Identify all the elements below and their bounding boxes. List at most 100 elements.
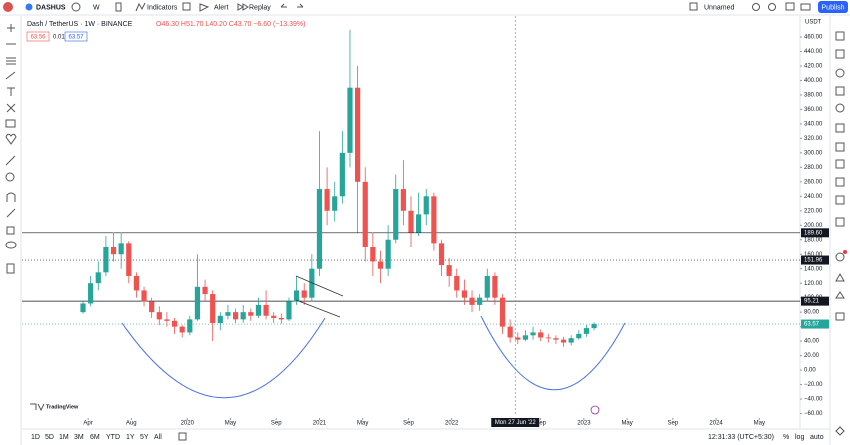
widget-bar[interactable] bbox=[835, 31, 845, 436]
candle-body bbox=[126, 243, 132, 276]
log-toggle[interactable]: log bbox=[795, 434, 804, 441]
range-button[interactable]: YTD bbox=[106, 434, 120, 441]
y-tick-label: 40.00 bbox=[804, 339, 820, 345]
publish-label[interactable]: Publish bbox=[822, 4, 845, 11]
date-range-icon[interactable] bbox=[178, 432, 187, 441]
y-tick-label: 240.00 bbox=[804, 194, 823, 200]
candle-body bbox=[477, 297, 483, 305]
symbol[interactable]: DASHUS bbox=[36, 4, 66, 11]
auto-toggle[interactable]: auto bbox=[810, 434, 824, 441]
ask-box[interactable] bbox=[64, 31, 88, 42]
candle-body bbox=[507, 326, 513, 338]
range-button[interactable]: 6M bbox=[90, 434, 100, 441]
candle-body bbox=[324, 189, 330, 211]
candle-body bbox=[248, 312, 254, 316]
fullscreen[interactable] bbox=[785, 2, 795, 11]
candle-body bbox=[194, 286, 201, 320]
candle-body bbox=[362, 181, 368, 247]
candle-body bbox=[408, 210, 414, 233]
price-badge-label: 63.57 bbox=[804, 322, 820, 328]
arc-drawing[interactable] bbox=[121, 317, 326, 399]
settings[interactable] bbox=[768, 3, 776, 11]
y-tick-label: 260.00 bbox=[804, 179, 823, 185]
logo-mark bbox=[30, 403, 45, 412]
candle-body bbox=[217, 315, 223, 324]
toolbar-button[interactable]: Alert bbox=[214, 4, 228, 11]
y-tick-label: 320.00 bbox=[804, 136, 823, 142]
x-tick-label: 2020 bbox=[181, 421, 195, 427]
x-tick-label: Aug bbox=[126, 421, 137, 427]
spread: 0.01 bbox=[53, 35, 65, 41]
crosshair-label: Mon 27 Jun '22 bbox=[495, 420, 537, 426]
candle-body bbox=[484, 275, 490, 298]
ask[interactable]: 63.57 bbox=[68, 35, 84, 41]
y-tick-label: 420.00 bbox=[804, 64, 823, 70]
y-tick-label: −20.00 bbox=[804, 382, 823, 388]
candle-body bbox=[232, 312, 239, 320]
bid[interactable]: 63.56 bbox=[30, 35, 46, 41]
candle-body bbox=[210, 294, 216, 324]
percent-toggle[interactable]: % bbox=[783, 434, 789, 441]
candle-body bbox=[538, 332, 544, 338]
range-button[interactable]: All bbox=[154, 434, 162, 441]
candle-body bbox=[377, 261, 384, 269]
candle-body bbox=[553, 338, 559, 340]
price-badge-label: 95.21 bbox=[804, 299, 820, 305]
candle-body bbox=[293, 290, 300, 302]
x-tick-label: 2023 bbox=[577, 421, 591, 427]
avatar[interactable] bbox=[3, 2, 13, 12]
x-tick-label: Sep bbox=[535, 421, 546, 427]
indicators-icon[interactable] bbox=[135, 2, 146, 12]
toolbar-button[interactable]: Indicators bbox=[147, 4, 178, 11]
range-button[interactable]: 1Y bbox=[126, 434, 135, 441]
alert-icon[interactable] bbox=[199, 3, 210, 12]
toolbar-button[interactable]: Replay bbox=[249, 4, 271, 11]
event-marker[interactable] bbox=[590, 405, 600, 415]
trend-line[interactable] bbox=[295, 299, 341, 318]
redo[interactable] bbox=[297, 3, 304, 8]
candle-body bbox=[95, 272, 101, 284]
undo[interactable] bbox=[280, 3, 287, 8]
price-badge bbox=[801, 228, 829, 238]
add-symbol[interactable] bbox=[71, 2, 81, 12]
range-button[interactable]: 1M bbox=[59, 434, 69, 441]
range-button[interactable]: 1D bbox=[31, 434, 40, 441]
layout-name[interactable]: Unnamed bbox=[704, 4, 734, 11]
candle-body bbox=[240, 312, 246, 320]
bid-box[interactable] bbox=[26, 31, 50, 42]
price-badge bbox=[801, 319, 829, 329]
candle-body bbox=[103, 246, 109, 273]
candle-body bbox=[492, 275, 498, 298]
candle-body bbox=[271, 315, 277, 318]
trend-line[interactable] bbox=[295, 275, 344, 297]
layout-icon[interactable] bbox=[689, 2, 698, 11]
snapshot[interactable] bbox=[800, 3, 811, 11]
chart-type-icon[interactable] bbox=[115, 2, 122, 12]
interval[interactable]: W bbox=[93, 4, 100, 11]
candle-body bbox=[370, 246, 376, 262]
drawing-tools[interactable] bbox=[5, 24, 17, 274]
crosshair-badge bbox=[491, 418, 540, 427]
arc-drawing[interactable] bbox=[480, 315, 626, 391]
range-button[interactable]: 5Y bbox=[140, 434, 149, 441]
candle-body bbox=[255, 304, 262, 316]
candle-body bbox=[545, 337, 551, 339]
candle-body bbox=[454, 275, 460, 291]
y-tick-label: 340.00 bbox=[804, 121, 823, 127]
currency[interactable]: USDT bbox=[805, 20, 822, 26]
candle-body bbox=[499, 297, 506, 327]
candle-body bbox=[522, 335, 529, 340]
candle-body bbox=[133, 275, 140, 291]
range-button[interactable]: 5D bbox=[45, 434, 54, 441]
candle-body bbox=[339, 152, 345, 197]
search[interactable] bbox=[752, 3, 760, 11]
chart-layer: −60.00−40.00−20.000.0020.0040.0060.0080.… bbox=[22, 16, 829, 428]
x-tick-label: Sep bbox=[271, 421, 282, 427]
layouts-icon[interactable] bbox=[182, 2, 191, 11]
y-tick-label: 280.00 bbox=[804, 165, 823, 171]
y-tick-label: 180.00 bbox=[804, 237, 823, 243]
publish-button[interactable] bbox=[818, 1, 848, 13]
replay-icon[interactable] bbox=[237, 3, 249, 11]
range-button[interactable]: 3M bbox=[74, 434, 84, 441]
